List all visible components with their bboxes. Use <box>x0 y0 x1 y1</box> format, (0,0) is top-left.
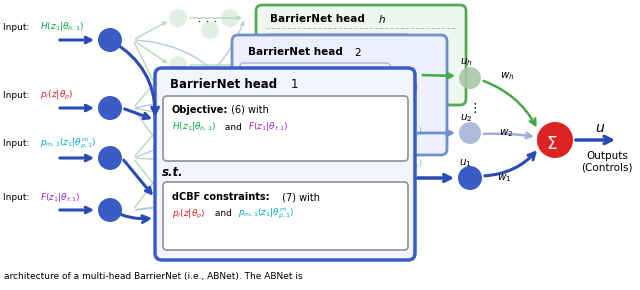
Text: $h$: $h$ <box>378 13 386 25</box>
FancyBboxPatch shape <box>264 34 409 69</box>
Text: Input:: Input: <box>3 139 32 148</box>
FancyBboxPatch shape <box>232 35 447 155</box>
Text: $u_1$: $u_1$ <box>459 157 472 169</box>
Text: $p^m_{p,2})$: $p^m_{p,2})$ <box>404 158 423 172</box>
Circle shape <box>98 96 122 120</box>
Text: Input:: Input: <box>3 193 32 202</box>
FancyBboxPatch shape <box>163 182 408 250</box>
Circle shape <box>169 151 187 169</box>
Text: Input:: Input: <box>3 90 32 99</box>
Circle shape <box>98 28 122 52</box>
Text: and: and <box>212 209 235 218</box>
Circle shape <box>201 69 219 87</box>
FancyBboxPatch shape <box>240 110 390 148</box>
Text: Objective: (6) with: Objective: (6) with <box>267 39 338 48</box>
Text: (7) with: (7) with <box>279 192 320 202</box>
Text: $p_{m,1}(z_1|\theta^m_{p,1})$: $p_{m,1}(z_1|\theta^m_{p,1})$ <box>238 207 294 221</box>
Text: . . .: . . . <box>198 12 218 24</box>
Text: dCBF constraints:: dCBF constraints: <box>172 192 269 202</box>
FancyBboxPatch shape <box>163 96 408 161</box>
Text: $_{,h})$: $_{,h})$ <box>408 82 419 94</box>
Text: BarrierNet head: BarrierNet head <box>270 14 369 24</box>
Circle shape <box>169 196 187 214</box>
Text: $\vdots$: $\vdots$ <box>468 101 477 115</box>
Text: architecture of a multi-head BarrierNet (i.e., ABNet). The ABNet is: architecture of a multi-head BarrierNet … <box>4 271 303 280</box>
Text: $H(z_1|\theta_{h,1})$: $H(z_1|\theta_{h,1})$ <box>172 121 216 133</box>
Text: $u_2$: $u_2$ <box>460 112 472 124</box>
Text: s.t.: s.t. <box>162 166 184 179</box>
Text: $u_h$: $u_h$ <box>460 56 473 68</box>
Text: $p_i(z|\theta_p)$: $p_i(z|\theta_p)$ <box>40 88 74 102</box>
Text: $\Sigma$: $\Sigma$ <box>546 135 557 153</box>
Circle shape <box>201 163 219 181</box>
Text: ith: ith <box>404 115 414 124</box>
Text: Input:: Input: <box>3 23 32 32</box>
Circle shape <box>221 9 239 27</box>
Text: $p_{m,1}(z_1|\theta^m_{p,1})$: $p_{m,1}(z_1|\theta^m_{p,1})$ <box>40 137 97 151</box>
Text: BarrierNet head: BarrierNet head <box>170 79 281 92</box>
Text: $H(z_1|\theta_{h,1})$: $H(z_1|\theta_{h,1})$ <box>40 21 84 33</box>
Text: (Controls): (Controls) <box>581 163 633 173</box>
Circle shape <box>459 67 481 89</box>
Circle shape <box>537 122 573 158</box>
Circle shape <box>169 9 187 27</box>
Circle shape <box>201 21 219 39</box>
FancyBboxPatch shape <box>256 5 466 105</box>
Circle shape <box>459 122 481 144</box>
Text: $p^m_{p,h})$: $p^m_{p,h})$ <box>404 126 423 140</box>
Text: $p_i(z|\theta_p)$: $p_i(z|\theta_p)$ <box>172 207 205 221</box>
FancyBboxPatch shape <box>240 63 390 105</box>
Text: $w_h$: $w_h$ <box>500 70 515 82</box>
Text: $u$: $u$ <box>595 121 605 135</box>
Text: $2$: $2$ <box>354 46 362 58</box>
Text: Objective:: Objective: <box>172 105 228 115</box>
Text: $F(z_1|\theta_{f,1})$: $F(z_1|\theta_{f,1})$ <box>40 192 81 204</box>
Circle shape <box>169 106 187 124</box>
FancyBboxPatch shape <box>264 72 409 100</box>
Text: Outputs: Outputs <box>586 151 628 161</box>
Text: BarrierNet head: BarrierNet head <box>248 47 346 57</box>
Text: $w_2$: $w_2$ <box>499 127 513 139</box>
FancyBboxPatch shape <box>155 68 415 260</box>
Text: and: and <box>222 122 244 131</box>
Text: (6) with: (6) with <box>228 105 269 115</box>
Text: $w_1$: $w_1$ <box>497 172 511 184</box>
Text: $1$: $1$ <box>290 79 298 92</box>
Circle shape <box>98 146 122 170</box>
Text: $F(z_1|\theta_{f,1})$: $F(z_1|\theta_{f,1})$ <box>248 121 289 133</box>
Circle shape <box>169 56 187 74</box>
Circle shape <box>98 198 122 222</box>
Circle shape <box>458 166 482 190</box>
Circle shape <box>201 119 219 137</box>
